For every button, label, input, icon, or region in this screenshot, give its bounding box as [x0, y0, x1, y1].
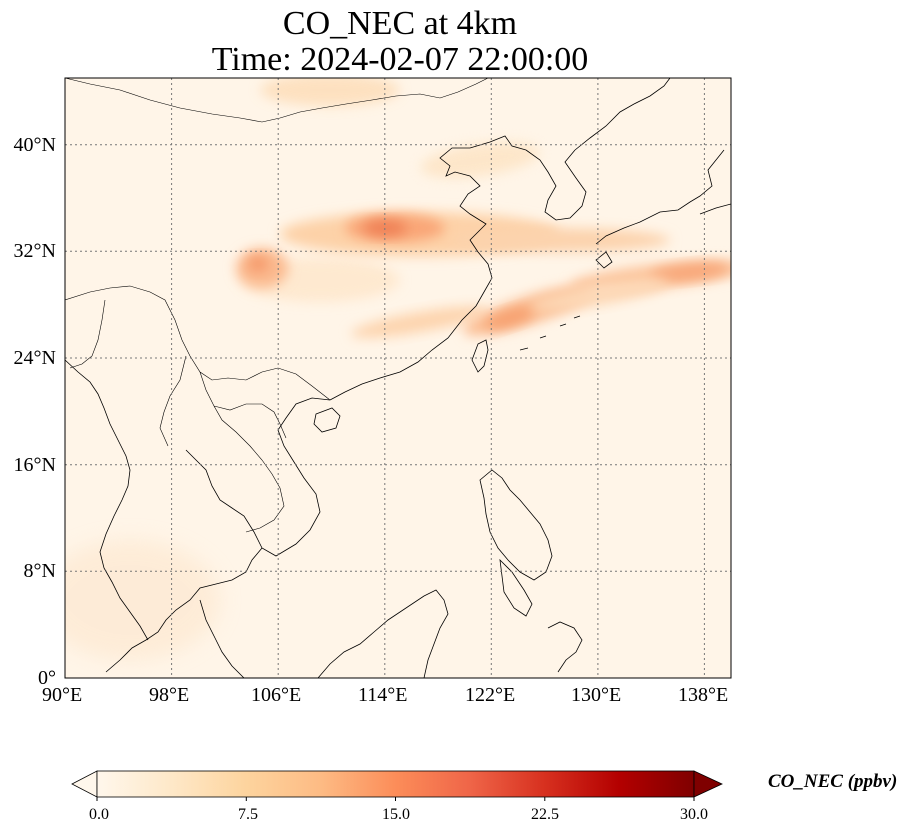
lat-tick-24: 24°N: [13, 347, 56, 369]
lat-tick-32: 32°N: [13, 240, 56, 262]
map-frame: [64, 77, 732, 679]
lon-tick-130: 130°E: [571, 684, 622, 706]
ryukyu-islands: [519, 315, 581, 351]
lat-tick-8: 8°N: [23, 560, 56, 582]
malay-peninsula: [199, 599, 245, 678]
colorbar-label: CO_NEC (ppbv): [768, 771, 898, 792]
northeast-coastline: [574, 78, 671, 151]
colorbar-tick-3: 22.5: [531, 806, 559, 823]
lon-tick-106: 106°E: [251, 684, 302, 706]
hainan-coastline: [313, 407, 341, 433]
korea-coastline: [525, 149, 587, 221]
china-coastline: [329, 135, 527, 401]
coastlines: [65, 78, 731, 678]
philippines-coastline: [479, 469, 553, 617]
map-timestamp: Time: 2024-02-07 22:00:00: [211, 41, 589, 78]
gridlines: [65, 78, 731, 678]
mongolia-border: [65, 78, 489, 123]
taiwan-coastline: [471, 339, 489, 373]
lat-tick-16: 16°N: [13, 454, 56, 476]
sulawesi-coastline: [547, 621, 583, 673]
country-borders: [65, 285, 331, 533]
lat-tick-0: 0°: [38, 667, 56, 689]
lon-tick-138: 138°E: [678, 684, 729, 706]
colorbar-tick-4: 30.0: [680, 806, 708, 823]
colorbar-extend-min: [71, 770, 98, 798]
lon-tick-114: 114°E: [358, 684, 408, 706]
borneo-coastline: [317, 589, 449, 678]
lon-tick-90: 90°E: [42, 684, 83, 706]
map-title: CO_NEC at 4km: [282, 5, 518, 42]
colorbar-tick-2: 15.0: [382, 806, 410, 823]
myanmar-coastline: [65, 359, 149, 641]
lat-tick-40: 40°N: [13, 134, 56, 156]
indochina-coastline: [105, 397, 331, 673]
colorbar-extend-max: [693, 770, 723, 798]
lon-tick-98: 98°E: [149, 684, 190, 706]
colorbar-tick-0: 0.0: [89, 806, 109, 823]
concentration-field: [65, 78, 731, 678]
colorbar-tick-1: 7.5: [238, 806, 258, 823]
colorbar: [71, 770, 723, 801]
colorbar-gradient: [96, 770, 695, 798]
japan-coastline: [595, 149, 731, 269]
lon-tick-122: 122°E: [465, 684, 516, 706]
